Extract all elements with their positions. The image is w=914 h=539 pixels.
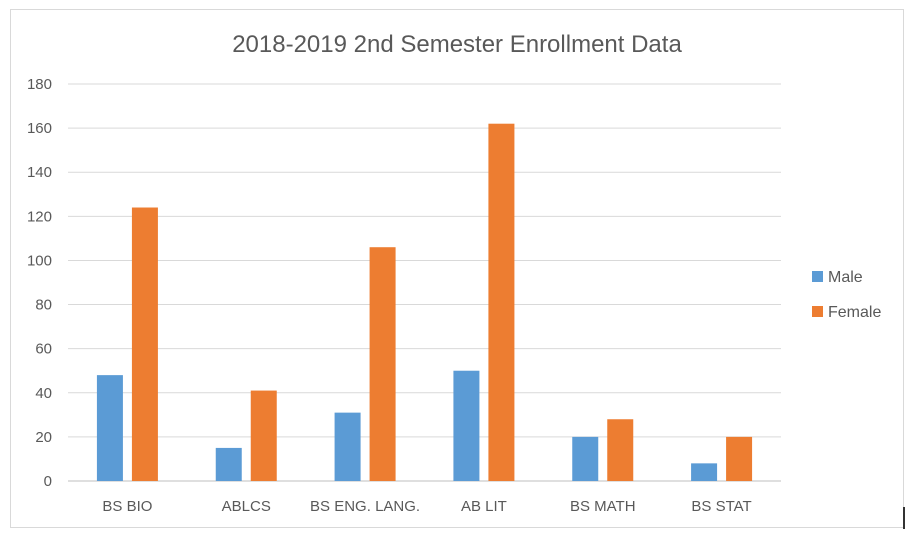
bar-male: [453, 370, 480, 481]
bar-female: [726, 436, 753, 481]
legend: Male Female: [812, 269, 881, 321]
bar-female: [131, 207, 158, 481]
bar-male: [96, 375, 123, 481]
y-tick-label: 80: [35, 297, 52, 314]
legend-label: Male: [828, 269, 863, 286]
bar-male: [691, 463, 718, 481]
bar-female: [607, 419, 634, 481]
bar-male: [334, 412, 361, 481]
y-tick-label: 140: [27, 164, 52, 181]
bars: [96, 123, 753, 481]
x-tick-label: AB LIT: [461, 498, 507, 515]
y-tick-label: 40: [35, 385, 52, 402]
legend-label: Female: [828, 304, 881, 321]
y-tick-label: 180: [27, 76, 52, 93]
y-axis-tick-labels: 0 20 40 60 80 100 120 140 160 180: [27, 76, 52, 490]
x-tick-label: ABLCS: [222, 498, 271, 515]
x-tick-label: BS MATH: [570, 498, 636, 515]
y-tick-label: 20: [35, 429, 52, 446]
window-edge-mark: [903, 507, 905, 529]
y-tick-label: 0: [44, 473, 52, 490]
bar-female: [250, 390, 277, 481]
y-tick-label: 60: [35, 341, 52, 358]
bar-female: [488, 123, 515, 481]
x-axis-tick-labels: BS BIO ABLCS BS ENG. LANG. AB LIT BS MATH BS …: [102, 498, 751, 515]
bar-male: [572, 436, 599, 481]
legend-swatch-male: [812, 271, 823, 282]
x-tick-label: BS STAT: [691, 498, 751, 515]
y-tick-label: 160: [27, 120, 52, 137]
x-tick-label: BS ENG. LANG.: [310, 498, 420, 515]
legend-swatch-female: [812, 306, 823, 317]
bar-male: [215, 447, 242, 481]
x-tick-label: BS BIO: [102, 498, 152, 515]
y-tick-label: 120: [27, 208, 52, 225]
y-tick-label: 100: [27, 252, 52, 269]
gridlines: [68, 83, 781, 482]
bar-female: [369, 247, 396, 481]
chart-title: 2018-2019 2nd Semester Enrollment Data: [232, 31, 682, 58]
